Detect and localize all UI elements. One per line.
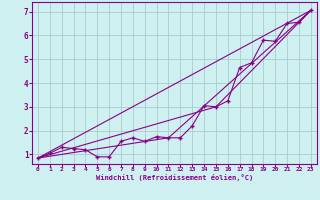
X-axis label: Windchill (Refroidissement éolien,°C): Windchill (Refroidissement éolien,°C) xyxy=(96,174,253,181)
